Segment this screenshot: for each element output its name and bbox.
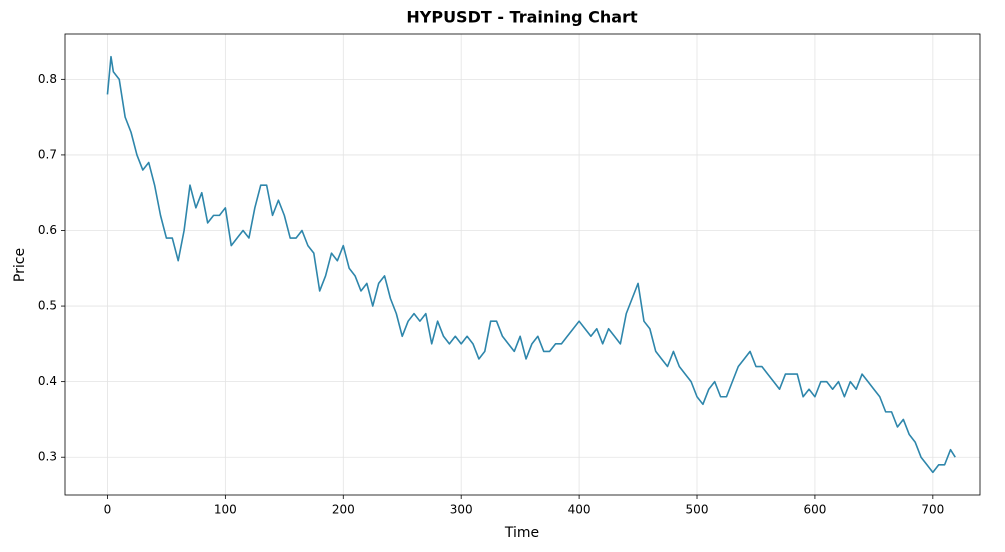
x-axis-label: Time [504, 525, 539, 541]
y-tick-label: 0.3 [38, 450, 57, 464]
plot-frame [64, 33, 981, 496]
x-tick-label: 400 [568, 503, 591, 517]
x-tick-label: 100 [214, 503, 237, 517]
y-axis-label: Price [12, 248, 28, 282]
x-tick-label: 200 [332, 503, 355, 517]
y-tick-label: 0.6 [38, 223, 57, 237]
y-tick-label: 0.4 [38, 374, 57, 388]
x-tick-label: 300 [450, 503, 473, 517]
x-tick-label: 600 [803, 503, 826, 517]
x-tick-label: 0 [104, 503, 112, 517]
x-tick-label: 700 [921, 503, 944, 517]
y-tick-label: 0.8 [38, 72, 57, 86]
y-tick-label: 0.5 [38, 299, 57, 313]
y-tick-label: 0.7 [38, 147, 57, 161]
chart-title: HYPUSDT - Training Chart [406, 8, 638, 27]
x-tick-label: 500 [686, 503, 709, 517]
price-line [106, 55, 956, 474]
